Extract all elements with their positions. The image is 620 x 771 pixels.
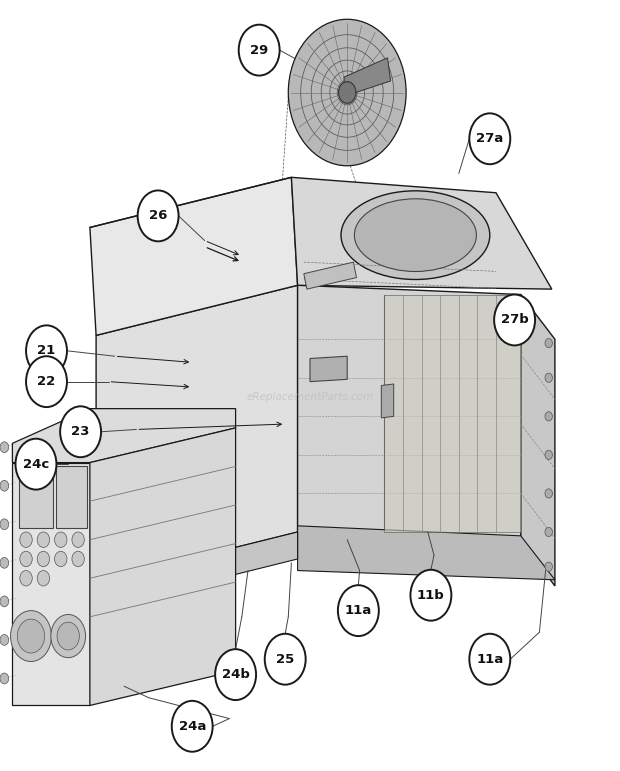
Circle shape xyxy=(37,551,50,567)
Circle shape xyxy=(72,551,84,567)
Circle shape xyxy=(60,406,101,457)
Text: 23: 23 xyxy=(71,426,90,438)
Circle shape xyxy=(55,532,67,547)
Polygon shape xyxy=(19,466,53,528)
Circle shape xyxy=(0,673,9,684)
Circle shape xyxy=(55,551,67,567)
Circle shape xyxy=(0,480,9,491)
Circle shape xyxy=(0,519,9,530)
Text: 27a: 27a xyxy=(476,133,503,145)
Polygon shape xyxy=(298,285,521,541)
Circle shape xyxy=(410,570,451,621)
Polygon shape xyxy=(12,409,236,463)
Polygon shape xyxy=(381,384,394,418)
Circle shape xyxy=(57,622,79,650)
Polygon shape xyxy=(12,463,90,705)
Text: 22: 22 xyxy=(37,375,56,388)
Circle shape xyxy=(239,25,280,76)
Circle shape xyxy=(72,532,84,547)
Circle shape xyxy=(0,596,9,607)
Circle shape xyxy=(215,649,256,700)
Text: 24c: 24c xyxy=(23,458,49,470)
Text: 11a: 11a xyxy=(476,653,503,665)
Polygon shape xyxy=(96,285,298,582)
Polygon shape xyxy=(384,295,521,532)
Text: 26: 26 xyxy=(149,210,167,222)
Text: 21: 21 xyxy=(37,345,56,357)
Text: 24b: 24b xyxy=(222,668,249,681)
Polygon shape xyxy=(56,466,87,528)
Ellipse shape xyxy=(355,199,476,271)
Text: 11a: 11a xyxy=(345,604,372,617)
Text: 24a: 24a xyxy=(179,720,206,732)
Polygon shape xyxy=(90,428,236,705)
Circle shape xyxy=(545,412,552,421)
Polygon shape xyxy=(310,356,347,382)
Circle shape xyxy=(26,325,67,376)
Circle shape xyxy=(17,619,45,653)
Circle shape xyxy=(11,611,51,662)
Circle shape xyxy=(494,295,535,345)
Circle shape xyxy=(20,571,32,586)
Circle shape xyxy=(138,190,179,241)
Circle shape xyxy=(16,439,56,490)
Text: 25: 25 xyxy=(276,653,294,665)
Circle shape xyxy=(37,571,50,586)
Circle shape xyxy=(545,562,552,571)
Text: eReplacementParts.com: eReplacementParts.com xyxy=(246,392,374,402)
Polygon shape xyxy=(304,262,356,289)
Circle shape xyxy=(545,450,552,460)
Circle shape xyxy=(469,113,510,164)
Polygon shape xyxy=(291,177,552,289)
Text: 29: 29 xyxy=(250,44,268,56)
Text: 27b: 27b xyxy=(501,314,528,326)
Text: 11b: 11b xyxy=(417,589,445,601)
Polygon shape xyxy=(96,532,298,609)
Polygon shape xyxy=(90,177,298,335)
Polygon shape xyxy=(521,295,555,586)
Circle shape xyxy=(265,634,306,685)
Circle shape xyxy=(0,557,9,568)
Circle shape xyxy=(20,551,32,567)
Ellipse shape xyxy=(341,191,490,280)
Circle shape xyxy=(469,634,510,685)
Circle shape xyxy=(172,701,213,752)
Circle shape xyxy=(545,489,552,498)
Circle shape xyxy=(545,373,552,382)
Circle shape xyxy=(339,82,356,103)
Polygon shape xyxy=(344,58,391,96)
Circle shape xyxy=(288,19,406,166)
Circle shape xyxy=(545,527,552,537)
Circle shape xyxy=(338,585,379,636)
Circle shape xyxy=(20,532,32,547)
Circle shape xyxy=(37,532,50,547)
Circle shape xyxy=(545,338,552,348)
Circle shape xyxy=(26,356,67,407)
Polygon shape xyxy=(298,526,555,580)
Circle shape xyxy=(0,635,9,645)
Circle shape xyxy=(0,442,9,453)
Circle shape xyxy=(51,614,86,658)
